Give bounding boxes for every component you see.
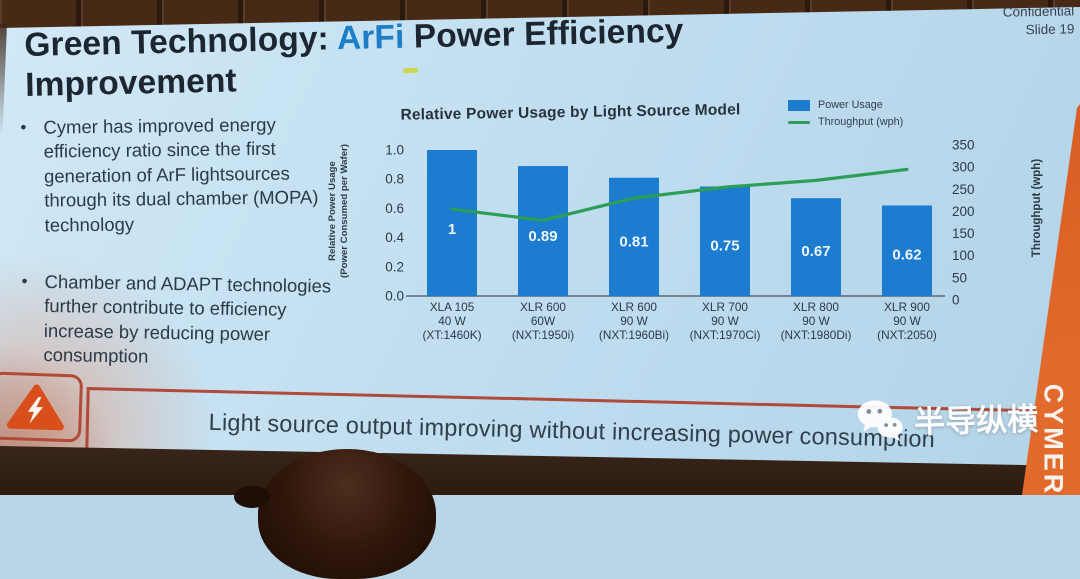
svg-text:0.89: 0.89 — [528, 228, 557, 245]
screen-left-edge — [0, 24, 7, 136]
svg-text:(NXT:1980Di): (NXT:1980Di) — [781, 328, 852, 342]
svg-text:0.8: 0.8 — [385, 172, 404, 187]
svg-text:200: 200 — [952, 204, 975, 219]
svg-text:150: 150 — [952, 226, 975, 241]
svg-text:(NXT:2050): (NXT:2050) — [877, 328, 937, 342]
legend-label: Power Usage — [818, 99, 883, 111]
svg-text:60W: 60W — [531, 314, 556, 328]
svg-text:0.62: 0.62 — [892, 246, 921, 263]
cymer-vertical-logo: CYMER — [1038, 383, 1069, 497]
bullet-item: • Chamber and ADAPT technologies further… — [13, 270, 334, 373]
svg-text:1: 1 — [448, 221, 456, 238]
svg-text:90 W: 90 W — [893, 314, 921, 328]
svg-text:90 W: 90 W — [620, 314, 648, 328]
wechat-icon — [857, 399, 903, 441]
callout-text: Light source output improving without in… — [208, 408, 936, 452]
bar-swatch-icon — [788, 99, 810, 111]
svg-text:0.75: 0.75 — [710, 238, 739, 255]
svg-text:0: 0 — [952, 292, 960, 307]
svg-text:(NXT:1960Bi): (NXT:1960Bi) — [599, 328, 669, 342]
svg-text:0.0: 0.0 — [385, 289, 404, 304]
high-voltage-warning-icon — [0, 371, 84, 443]
svg-text:0.6: 0.6 — [385, 201, 404, 216]
line-swatch-icon — [788, 120, 810, 124]
legend-entry-power-usage: Power Usage — [788, 99, 903, 111]
confidentiality-note: Confidential Slide 19 — [1002, 2, 1074, 38]
bullet-item: • Cymer has improved energy efficiency r… — [13, 112, 334, 238]
svg-text:300: 300 — [952, 160, 975, 175]
svg-text:XLR 600: XLR 600 — [611, 300, 657, 314]
svg-text:0.81: 0.81 — [619, 234, 648, 251]
svg-text:XLA 105: XLA 105 — [430, 300, 475, 314]
svg-text:350: 350 — [952, 138, 975, 153]
chart-svg: 1.0 0.8 0.6 0.4 0.2 0.0 350 300 250 200 150 100 50 0 1… — [385, 138, 975, 343]
svg-text:100: 100 — [952, 248, 975, 263]
svg-text:250: 250 — [952, 182, 975, 197]
confidential-label: Confidential — [1002, 3, 1074, 20]
laser-pointer-mark — [402, 67, 419, 74]
title-highlight: ArFi — [336, 18, 405, 58]
svg-text:50: 50 — [952, 270, 967, 285]
bullet-list: • Cymer has improved energy efficiency r… — [14, 114, 334, 370]
audience-shoulder-silhouette — [234, 486, 270, 508]
svg-text:90 W: 90 W — [802, 314, 830, 328]
svg-text:XLR 700: XLR 700 — [702, 300, 748, 314]
bullet-text: Cymer has improved energy efficiency rat… — [43, 113, 319, 236]
svg-text:(NXT:1950i): (NXT:1950i) — [512, 328, 574, 342]
legend-entry-throughput: Throughput (wph) — [788, 116, 903, 128]
svg-text:(XT:1460K): (XT:1460K) — [422, 328, 481, 342]
svg-text:1.0: 1.0 — [385, 143, 404, 158]
legend-label: Throughput (wph) — [818, 116, 904, 128]
svg-text:(NXT:1970Ci): (NXT:1970Ci) — [690, 328, 761, 342]
svg-text:0.2: 0.2 — [385, 259, 404, 274]
svg-text:XLR 600: XLR 600 — [520, 300, 566, 314]
watermark-text: 半导纵横 — [913, 401, 1039, 440]
svg-text:0.67: 0.67 — [801, 243, 830, 260]
svg-text:0.4: 0.4 — [385, 230, 404, 245]
chart-legend: Power Usage Throughput (wph) — [788, 99, 903, 133]
title-prefix: Green Technology: — [24, 20, 338, 64]
svg-text:XLR 800: XLR 800 — [793, 300, 839, 314]
bullet-marker: • — [20, 117, 27, 137]
bullet-text: Chamber and ADAPT technologies further c… — [43, 270, 332, 367]
svg-text:XLR 900: XLR 900 — [884, 300, 930, 314]
svg-text:90 W: 90 W — [711, 314, 739, 328]
watermark: 半导纵横 — [855, 394, 1039, 444]
audience-head-silhouette — [258, 449, 436, 579]
warning-triangle-icon — [6, 384, 64, 431]
svg-text:40 W: 40 W — [438, 314, 466, 328]
slide-number: Slide 19 — [1025, 20, 1075, 37]
bullet-marker: • — [21, 271, 28, 291]
